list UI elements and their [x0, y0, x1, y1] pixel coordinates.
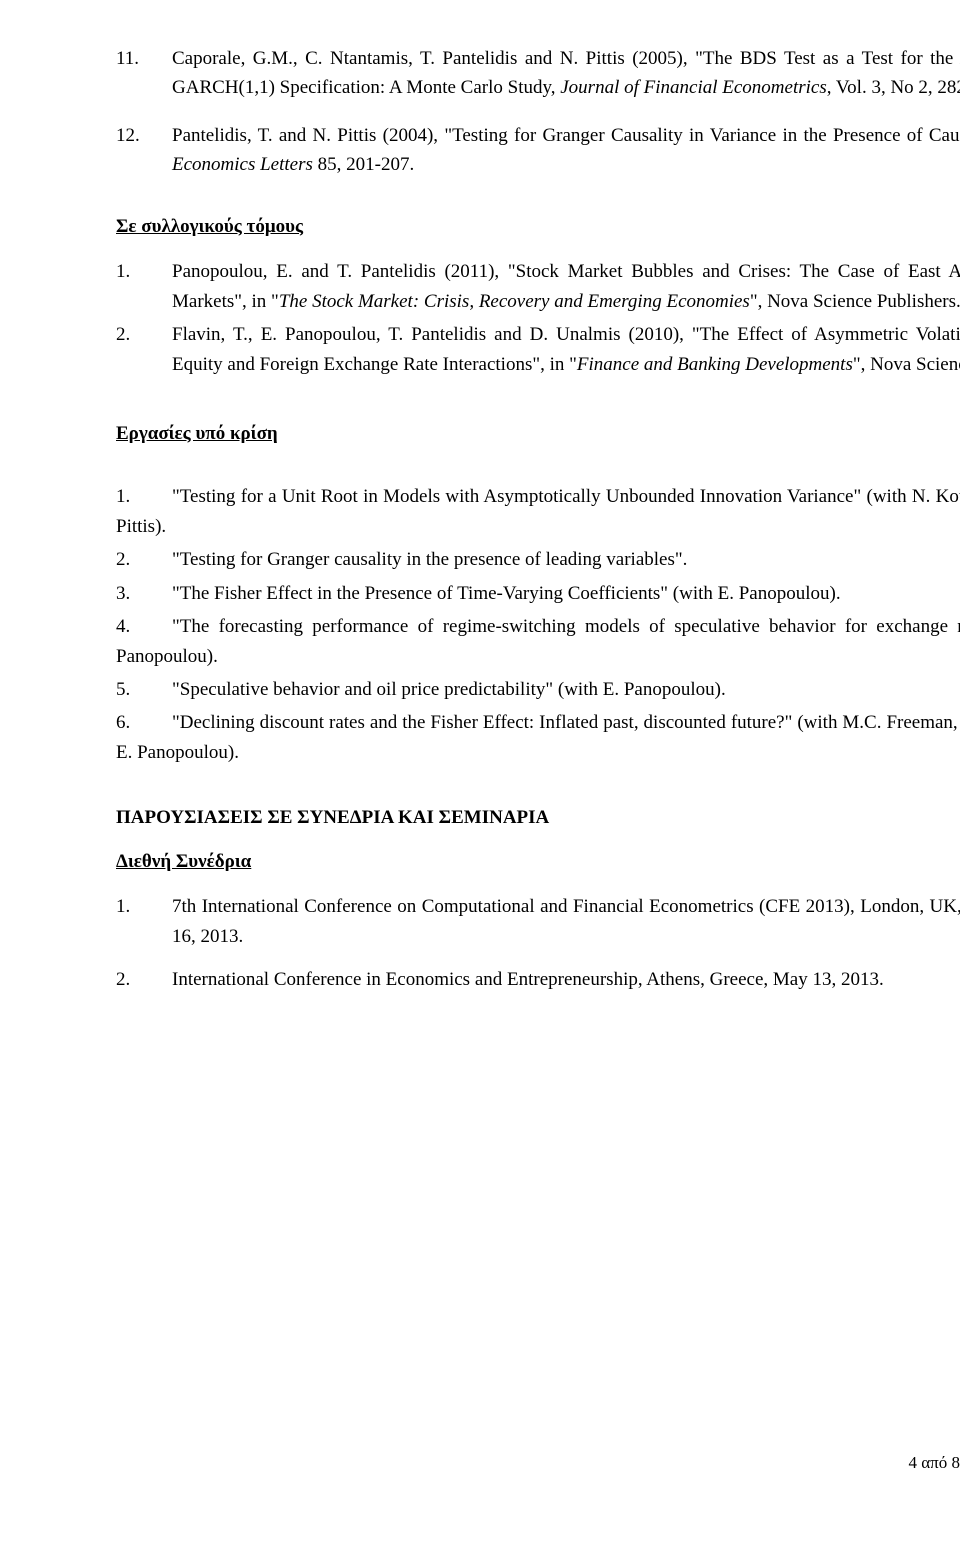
item-body: "The forecasting performance of regime-s…: [116, 612, 960, 671]
page-footer: 4 από 8: [909, 1450, 960, 1476]
item-number: 2.: [116, 965, 172, 994]
conference-item-1: 1. 7th International Conference on Compu…: [116, 892, 960, 951]
ref-italic: Journal of Financial Econometrics: [560, 77, 826, 98]
collective-item-1: 1. Panopoulou, E. and T. Pantelidis (201…: [116, 257, 960, 316]
item-body: "Testing for a Unit Root in Models with …: [116, 482, 960, 541]
item-body: "Testing for Granger causality in the pr…: [116, 545, 960, 574]
item-body: "Declining discount rates and the Fisher…: [116, 708, 960, 767]
item-italic: The Stock Market: Crisis, Recovery and E…: [279, 291, 750, 312]
section-collective-volumes: Σε συλλογικούς τόμους: [116, 212, 960, 241]
item-number: 2.: [116, 320, 172, 379]
item-body: Flavin, T., E. Panopoulou, T. Pantelidis…: [172, 320, 960, 379]
collective-item-2: 2. Flavin, T., E. Panopoulou, T. Panteli…: [116, 320, 960, 379]
reference-11: 11. Caporale, G.M., C. Ntantamis, T. Pan…: [116, 44, 960, 103]
review-item-3: 3. "The Fisher Effect in the Presence of…: [116, 579, 960, 608]
item-body: Panopoulou, E. and T. Pantelidis (2011),…: [172, 257, 960, 316]
review-item-1: 1. "Testing for a Unit Root in Models wi…: [116, 482, 960, 541]
item-body: International Conference in Economics an…: [172, 965, 884, 994]
ref-text: , Vol. 3, No 2, 282-309.: [827, 77, 960, 98]
item-number: 1.: [116, 257, 172, 316]
ref-number: 11.: [116, 44, 172, 103]
ref-body: Caporale, G.M., C. Ntantamis, T. Panteli…: [172, 44, 960, 103]
item-body: "Speculative behavior and oil price pred…: [116, 675, 960, 704]
review-item-5: 5. "Speculative behavior and oil price p…: [116, 675, 960, 704]
reference-12: 12. Pantelidis, T. and N. Pittis (2004),…: [116, 121, 960, 180]
ref-body: Pantelidis, T. and N. Pittis (2004), "Te…: [172, 121, 960, 180]
section-presentations-header: ΠΑΡΟΥΣΙΑΣΕΙΣ ΣΕ ΣΥΝΕΔΡΙΑ ΚΑΙ ΣΕΜΙΝΑΡΙΑ: [116, 803, 960, 832]
ref-italic: Economics Letters: [172, 154, 313, 175]
ref-text: Pantelidis, T. and N. Pittis (2004), "Te…: [172, 125, 960, 146]
conference-item-2: 2. International Conference in Economics…: [116, 965, 960, 994]
item-body: "The Fisher Effect in the Presence of Ti…: [116, 579, 960, 608]
item-italic: Finance and Banking Developments: [577, 354, 853, 375]
review-item-6: 6. "Declining discount rates and the Fis…: [116, 708, 960, 767]
ref-text: 85, 201-207.: [313, 154, 414, 175]
section-international-conferences: Διεθνή Συνέδρια: [116, 847, 960, 876]
item-text: ", Nova Science Publishers.: [853, 354, 960, 375]
review-item-4: 4. "The forecasting performance of regim…: [116, 612, 960, 671]
review-item-2: 2. "Testing for Granger causality in the…: [116, 545, 960, 574]
item-number: 1.: [116, 892, 172, 951]
item-text: ", Nova Science Publishers.: [750, 291, 960, 312]
ref-number: 12.: [116, 121, 172, 180]
item-body: 7th International Conference on Computat…: [172, 892, 960, 951]
section-under-review: Εργασίες υπό κρίση: [116, 419, 960, 448]
